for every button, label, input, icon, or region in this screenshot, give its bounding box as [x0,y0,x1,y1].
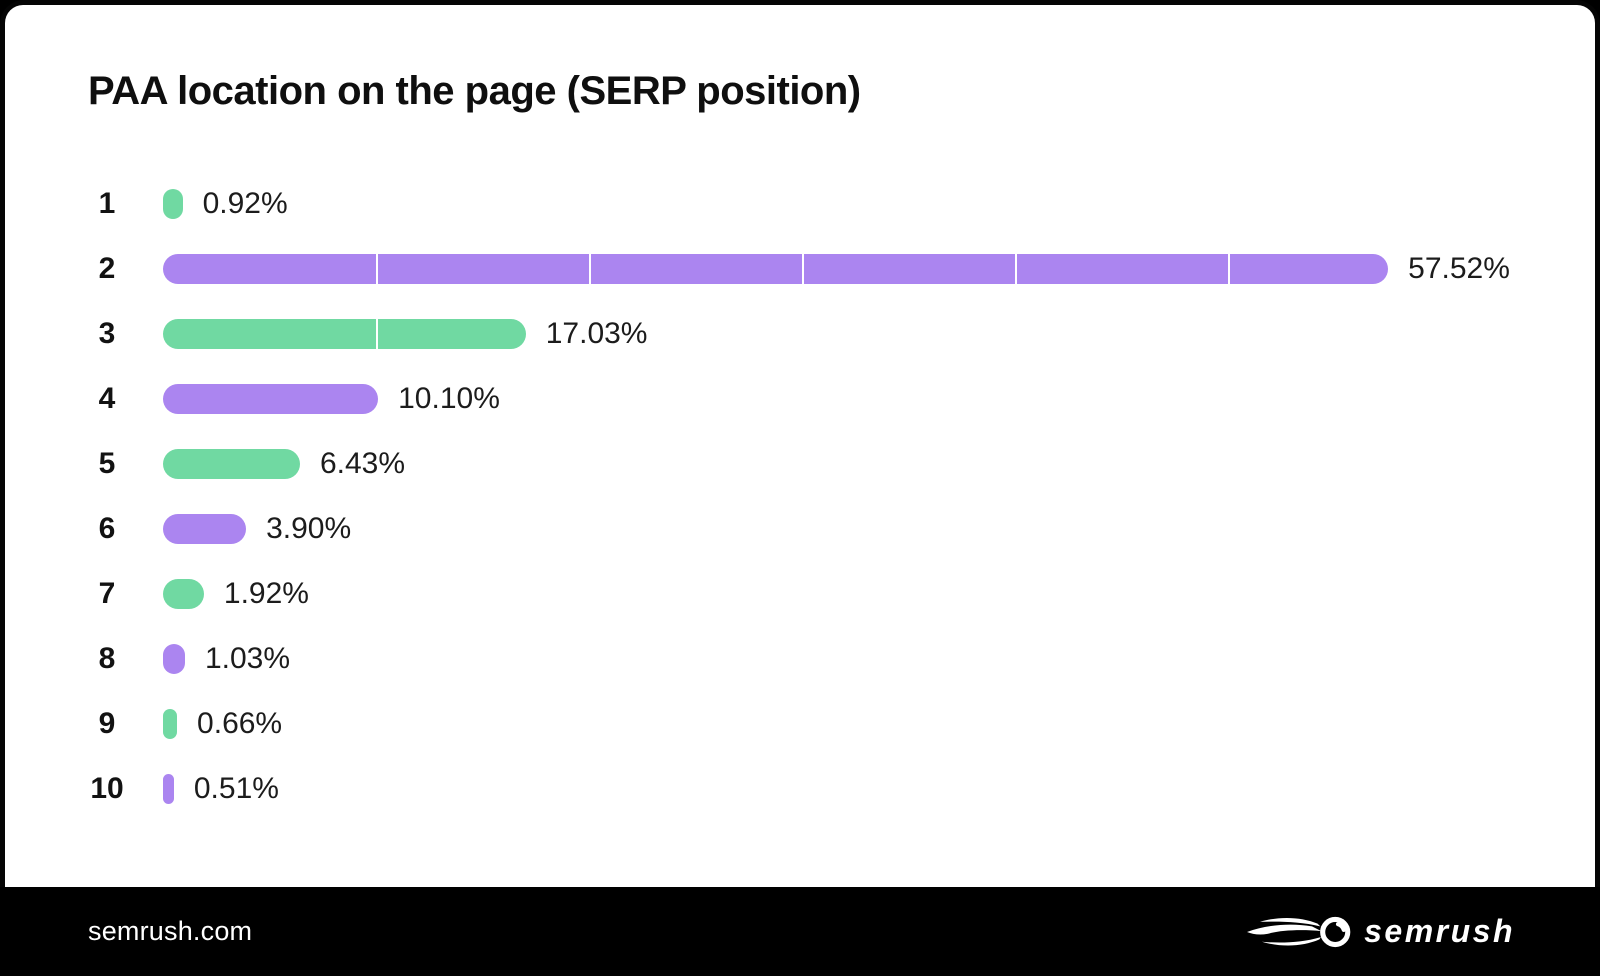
row-category-label: 8 [98,641,116,675]
row-category-label: 7 [98,576,116,610]
bar-segment-divider [589,253,591,284]
bar [163,448,300,479]
row-category-label: 6 [98,511,116,545]
chart-title: PAA location on the page (SERP position) [88,69,861,113]
bar-value-label: 0.92% [202,186,288,220]
chart-row: 5 6.43% [77,431,1595,496]
footer: semrush.com semrush [0,887,1600,976]
bar-segment-divider [1228,253,1230,284]
chart-row: 10 0.51% [77,756,1595,821]
bar-segment-divider [1015,253,1017,284]
bar [163,513,247,544]
flame-blade-lower [1261,936,1321,946]
row-category-label: 4 [98,381,116,415]
row-category-label: 9 [98,706,116,740]
bar-value-label: 0.66% [197,706,283,740]
semrush-logo-text: semrush [1364,913,1515,949]
semrush-fireball-icon [1247,916,1351,947]
bar [163,188,183,219]
bar-segment-divider [376,253,378,284]
bar [163,578,204,609]
bar [163,318,526,349]
bar-value-label: 10.10% [398,381,500,415]
chart-row: 1 0.92% [77,171,1595,236]
chart-row: 6 3.90% [77,496,1595,561]
bar-value-label: 1.92% [223,576,309,610]
semrush-logo: semrush [1247,910,1515,954]
chart-row: 8 1.03% [77,626,1595,691]
bar-segment-divider [376,318,378,349]
bar [163,773,174,804]
bar-value-label: 1.03% [204,641,291,675]
flame-blade-upper [1260,917,1321,926]
bar-chart: 1 0.92% 2 57.52% 3 17.03% 4 10.10% 5 6.43% 6 3.90% 7… [5,171,1595,821]
bar [163,643,185,674]
bar [163,383,379,414]
row-category-label: 2 [98,251,116,285]
row-category-label: 5 [98,446,116,480]
row-category-label: 1 [98,186,116,220]
bar [163,708,178,739]
chart-row: 9 0.66% [77,691,1595,756]
flame-blade-middle [1247,924,1322,935]
bar-value-label: 57.52% [1408,251,1510,285]
chart-row: 4 10.10% [77,366,1595,431]
bar-value-label: 3.90% [266,511,352,545]
bar [163,253,1389,284]
bar-value-label: 0.51% [193,771,279,805]
fireball-ring [1320,916,1351,947]
chart-row: 3 17.03% [77,301,1595,366]
row-category-label: 3 [98,316,116,350]
chart-row: 7 1.92% [77,561,1595,626]
footer-website-link[interactable]: semrush.com [88,916,253,946]
bar-segment-divider [802,253,804,284]
row-category-label: 10 [90,771,124,805]
chart-row: 2 57.52% [77,236,1595,301]
chart-card: PAA location on the page (SERP position)… [5,5,1595,887]
bar-value-label: 17.03% [545,316,648,350]
fireball-highlight [1336,921,1346,932]
bar-value-label: 6.43% [319,446,406,480]
